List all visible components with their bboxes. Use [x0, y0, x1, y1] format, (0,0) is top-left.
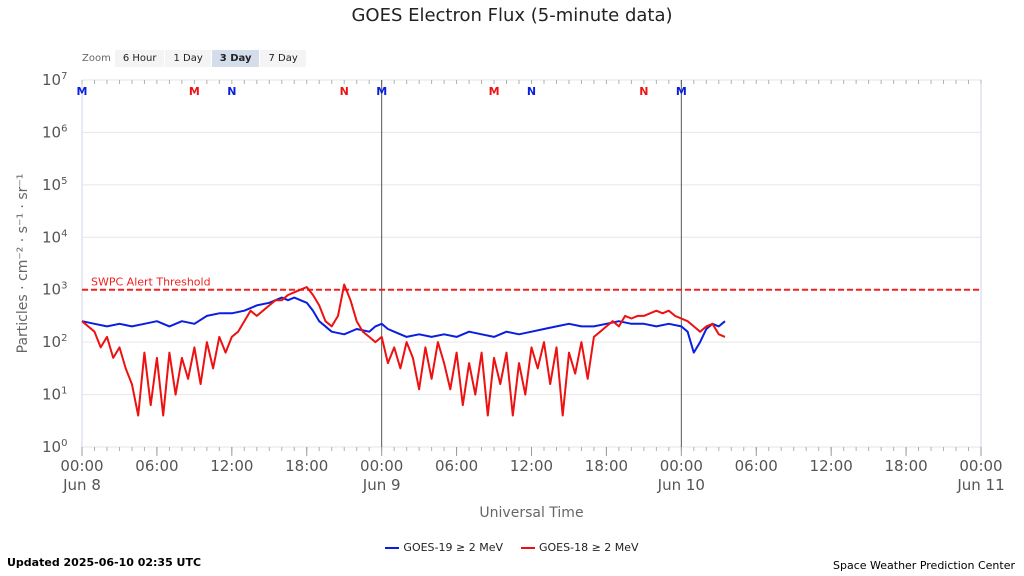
zoom-3-day-button[interactable]: 3 Day	[211, 50, 260, 67]
legend-swatch-goes18	[521, 546, 535, 549]
x-date-label: Jun 11	[956, 476, 1004, 494]
y-tick-label: 106	[42, 123, 67, 141]
series-line-goes18	[81, 283, 726, 417]
zoom-label: Zoom	[82, 53, 111, 64]
satellite-marker: N	[639, 85, 648, 98]
y-tick-label: 102	[42, 333, 67, 351]
x-tick-label: 18:00	[285, 457, 328, 475]
legend-swatch-goes19	[385, 546, 400, 549]
x-tick-label: 12:00	[210, 457, 253, 475]
y-tick-label: 101	[42, 386, 67, 404]
x-tick-label: 06:00	[735, 457, 778, 475]
chart-title: GOES Electron Flux (5-minute data)	[351, 5, 673, 26]
credit-text: Space Weather Prediction Center	[833, 559, 1015, 572]
x-tick-label: 00:00	[360, 457, 403, 475]
legend-label-goes19: GOES-19 ≥ 2 MeV	[403, 541, 503, 554]
x-tick-label: 06:00	[435, 457, 478, 475]
y-tick-label: 105	[42, 176, 67, 194]
y-tick-label: 104	[42, 228, 67, 246]
x-tick-label: 06:00	[135, 457, 178, 475]
x-tick-label: 12:00	[810, 457, 853, 475]
x-tick-label: 00:00	[959, 457, 1002, 475]
updated-timestamp: Updated 2025-06-10 02:35 UTC	[7, 556, 202, 569]
y-tick-label: 107	[42, 71, 67, 89]
zoom-6-hour-button[interactable]: 6 Hour	[114, 50, 165, 67]
x-date-label: Jun 10	[657, 476, 705, 494]
zoom-1-day-button[interactable]: 1 Day	[165, 50, 211, 67]
x-axis-title: Universal Time	[479, 505, 583, 521]
plot-area	[81, 79, 982, 448]
satellite-marker: M	[489, 85, 500, 98]
legend-item-goes18[interactable]: GOES-18 ≥ 2 MeV	[521, 541, 639, 554]
x-tick-label: 00:00	[660, 457, 703, 475]
legend-item-goes19[interactable]: GOES-19 ≥ 2 MeV	[385, 541, 503, 554]
x-tick-label: 18:00	[585, 457, 628, 475]
satellite-marker: M	[189, 85, 200, 98]
y-tick-label: 103	[42, 281, 67, 299]
zoom-7-day-button[interactable]: 7 Day	[260, 50, 306, 67]
x-date-label: Jun 9	[362, 476, 401, 494]
x-tick-label: 18:00	[884, 457, 927, 475]
satellite-marker: M	[676, 85, 687, 98]
x-date-label: Jun 8	[62, 476, 101, 494]
legend-label-goes18: GOES-18 ≥ 2 MeV	[539, 541, 639, 554]
satellite-marker: N	[340, 85, 349, 98]
legend: GOES-19 ≥ 2 MeV GOES-18 ≥ 2 MeV	[0, 541, 1024, 554]
zoom-controls: Zoom 6 Hour 1 Day 3 Day 7 Day	[82, 50, 307, 67]
satellite-marker: M	[376, 85, 387, 98]
satellite-marker: N	[227, 85, 236, 98]
satellite-marker: N	[527, 85, 536, 98]
x-tick-label: 00:00	[60, 457, 103, 475]
y-axis-title: Particles · cm⁻² · s⁻¹ · sr⁻¹	[15, 174, 31, 354]
satellite-marker: M	[77, 85, 88, 98]
x-tick-label: 12:00	[510, 457, 553, 475]
series-line-goes19	[81, 296, 726, 354]
y-tick-label: 100	[42, 438, 67, 456]
alert-threshold-label: SWPC Alert Threshold	[91, 276, 211, 289]
